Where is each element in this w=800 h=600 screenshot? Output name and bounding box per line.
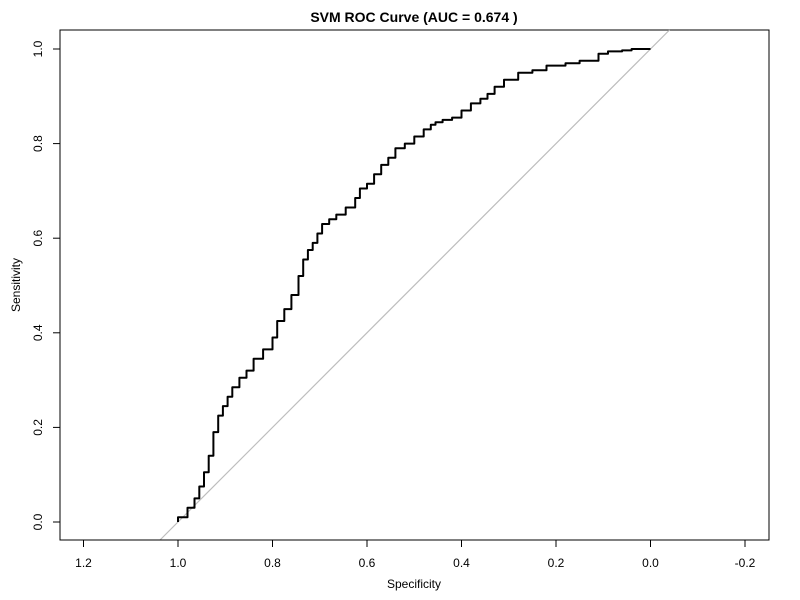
x-tick-label: 0.0 bbox=[642, 556, 659, 570]
y-tick-label: 0.6 bbox=[31, 230, 45, 247]
y-tick-label: 1.0 bbox=[31, 40, 45, 57]
x-tick-label: 0.4 bbox=[453, 556, 470, 570]
x-tick-label: 0.8 bbox=[264, 556, 281, 570]
y-tick-label: 0.4 bbox=[31, 324, 45, 341]
x-tick-label: 0.2 bbox=[548, 556, 565, 570]
x-axis-label: Specificity bbox=[387, 577, 441, 591]
x-tick-label: 1.2 bbox=[75, 556, 92, 570]
y-tick-label: 0.8 bbox=[31, 135, 45, 152]
roc-curve-line bbox=[177, 48, 651, 522]
y-tick-label: 0.2 bbox=[31, 419, 45, 436]
chart-title: SVM ROC Curve (AUC = 0.674 ) bbox=[310, 9, 517, 25]
y-axis-label: Sensitivity bbox=[9, 258, 23, 312]
y-axis: 0.0 0.2 0.4 0.6 0.8 1.0 bbox=[31, 40, 61, 530]
reference-diagonal bbox=[159, 29, 670, 541]
y-tick-label: 0.0 bbox=[31, 513, 45, 530]
x-tick-label: 1.0 bbox=[170, 556, 187, 570]
x-axis: 1.2 1.0 0.8 0.6 0.4 0.2 0.0 -0.2 bbox=[75, 539, 756, 570]
x-tick-label: 0.6 bbox=[359, 556, 376, 570]
x-tick-label: -0.2 bbox=[735, 556, 756, 570]
